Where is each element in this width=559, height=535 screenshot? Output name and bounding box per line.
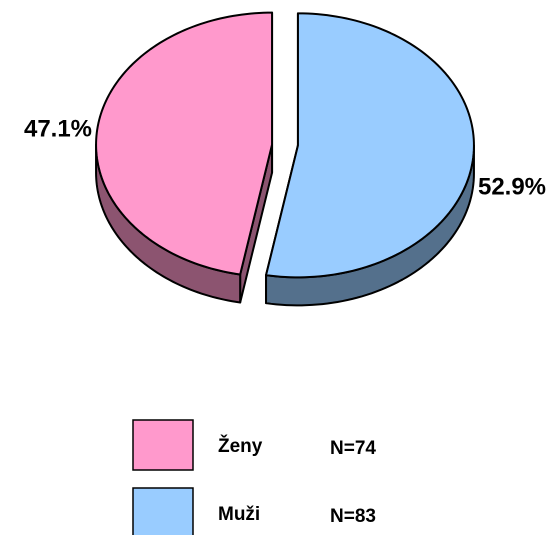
legend-swatch: [132, 487, 194, 535]
legend-swatch: [132, 419, 194, 471]
slice: [95, 11, 274, 276]
legend-label: Ženy: [218, 435, 263, 457]
legend-note: N=83: [330, 506, 376, 527]
data-label: 52.9%: [478, 173, 546, 200]
legend-note: N=74: [330, 438, 376, 459]
data-label: 47.1%: [24, 115, 92, 142]
legend-label: Muži: [218, 504, 260, 525]
slice: [265, 12, 475, 279]
